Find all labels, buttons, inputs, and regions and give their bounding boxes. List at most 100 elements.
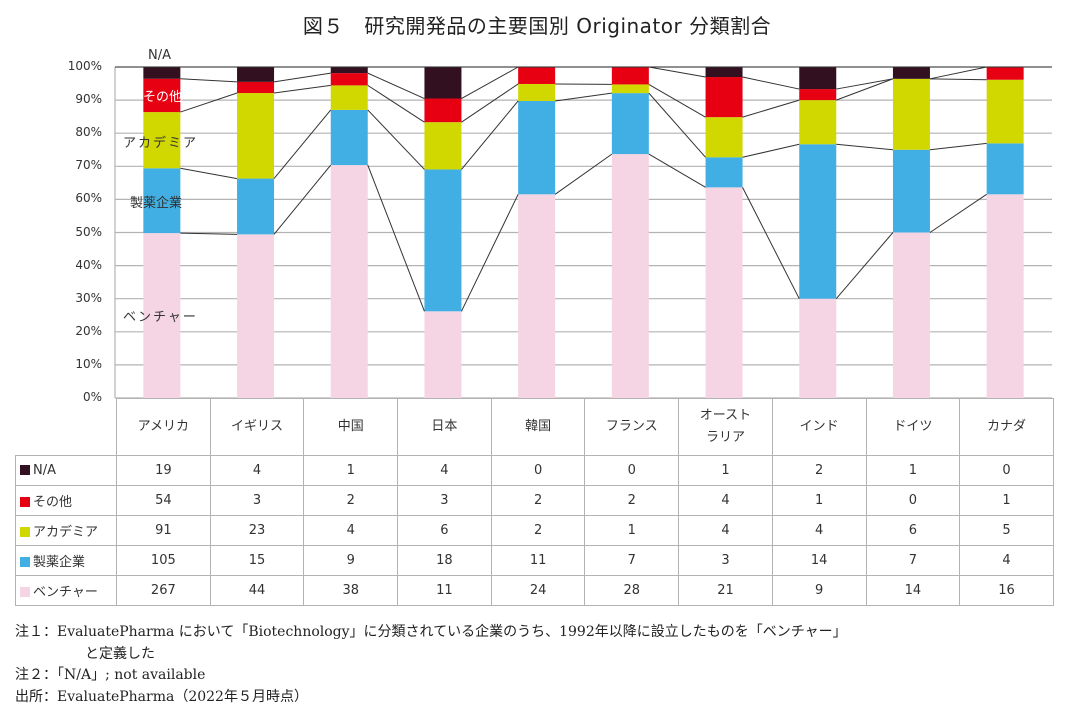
note-2: 注２：「N/A」; not available	[15, 667, 206, 683]
table-cell: 18	[397, 545, 492, 576]
bar-segment	[237, 81, 275, 94]
bar-segment	[424, 67, 462, 99]
bar-segment	[143, 233, 181, 398]
table-cell: 4	[678, 515, 773, 546]
series-connector	[648, 66, 706, 78]
series-connector	[461, 66, 519, 99]
bar-segment	[892, 232, 930, 398]
table-cell: 7	[584, 545, 680, 576]
country-header: アメリカ	[116, 398, 211, 456]
bar-segment	[143, 112, 181, 169]
table-cell: 4	[209, 455, 305, 486]
series-connector	[929, 66, 987, 80]
table-cell: 0	[584, 455, 680, 486]
note-1: 注１：EvaluatePharma において「Biotechnology」に分類…	[15, 624, 847, 640]
table-cell: 4	[771, 515, 867, 546]
series-connector	[367, 84, 425, 123]
series-connector	[648, 83, 706, 118]
bar-segment	[986, 79, 1024, 144]
table-cell: 2	[490, 485, 586, 516]
table-row: 製薬企業 105 15 9 18 11 7 3 14 7 4	[15, 545, 1054, 576]
legend-swatch-icon	[20, 465, 30, 475]
bar-segment	[518, 194, 556, 398]
series-connector	[742, 143, 800, 158]
table-cell: 16	[959, 575, 1054, 606]
table-cell: 1	[959, 485, 1054, 516]
table-cell: 0	[490, 455, 586, 486]
y-tick-label: 80%	[75, 125, 102, 140]
y-tick-label: 100%	[67, 59, 102, 73]
table-cell: 105	[116, 545, 211, 576]
y-tick-label: 50%	[75, 224, 102, 239]
series-connector	[461, 83, 519, 123]
stacked-bar-plot	[114, 66, 1052, 399]
series-connector	[461, 100, 519, 170]
legend-swatch-icon	[20, 557, 30, 567]
annotation-na: N/A	[148, 48, 171, 63]
y-tick-label: 10%	[75, 356, 102, 371]
table-cell: 7	[865, 545, 961, 576]
row-label-text: 製薬企業	[33, 555, 86, 570]
table-cell: 14	[771, 545, 867, 576]
bar-segment	[611, 154, 649, 398]
table-cell: 14	[865, 575, 961, 606]
row-label: アカデミア	[15, 515, 117, 546]
y-tick-label: 30%	[75, 290, 102, 305]
row-label-text: アカデミア	[33, 525, 99, 540]
bar-segment	[330, 165, 368, 398]
bar-segment	[237, 93, 275, 179]
table-cell: 4	[303, 515, 399, 546]
series-connector	[180, 78, 238, 83]
bar-segment	[518, 67, 556, 84]
bar-segment	[799, 144, 837, 299]
table-row: ベンチャー 267 44 38 11 24 28 21 9 14 16	[15, 575, 1054, 606]
bar-segment	[330, 67, 368, 74]
table-cell: 11	[397, 575, 492, 606]
bar-segment	[892, 78, 930, 150]
bar-segment	[424, 311, 462, 398]
country-header: ドイツ	[865, 398, 961, 456]
note-1-cont: と定義した	[85, 645, 155, 662]
series-connector	[461, 194, 519, 312]
y-tick-label: 40%	[75, 257, 102, 272]
table-cell: 1	[303, 455, 399, 486]
series-connector	[180, 232, 238, 235]
table-cell: 1	[584, 515, 680, 546]
table-cell: 38	[303, 575, 399, 606]
country-header: カナダ	[959, 398, 1054, 456]
bar-segment	[518, 83, 556, 101]
legend-swatch-icon	[20, 497, 30, 507]
table-cell: 3	[678, 545, 773, 576]
country-header: イギリス	[209, 398, 305, 456]
series-connector	[929, 78, 987, 81]
table-cell: 9	[303, 545, 399, 576]
table-cell: 11	[490, 545, 586, 576]
y-tick-label: 70%	[75, 158, 102, 173]
y-tick-label: 90%	[75, 92, 102, 107]
table-cell: 0	[959, 455, 1054, 486]
series-connector	[367, 164, 425, 312]
series-connector	[836, 143, 893, 151]
series-connector	[367, 109, 425, 170]
bar-segment	[705, 187, 743, 398]
series-connector	[742, 76, 800, 90]
row-label-text: ベンチャー	[33, 585, 98, 600]
row-label-text: N/A	[33, 463, 56, 478]
country-header: インド	[771, 398, 867, 456]
bar-segment	[705, 67, 743, 78]
bar-segment	[799, 100, 837, 145]
series-connector	[273, 164, 332, 235]
data-table: アメリカ イギリス 中国 日本 韓国 フランス オースト ラリア インド ドイツ カナダ N/A 19 4…	[15, 398, 1054, 606]
bar-segment	[424, 169, 462, 312]
series-connector	[929, 193, 987, 233]
series-connector	[180, 167, 238, 180]
table-row: N/A 19 4 1 4 0 0 1 2 1 0	[15, 455, 1054, 486]
annotation-venture: ベンチャー	[123, 310, 198, 325]
table-cell: 1	[865, 455, 961, 486]
bar-segment	[143, 78, 181, 113]
table-cell: 2	[303, 485, 399, 516]
series-connector	[273, 109, 332, 179]
series-connector	[367, 72, 425, 99]
bar-segment	[424, 98, 462, 123]
bar-segment	[518, 100, 556, 195]
